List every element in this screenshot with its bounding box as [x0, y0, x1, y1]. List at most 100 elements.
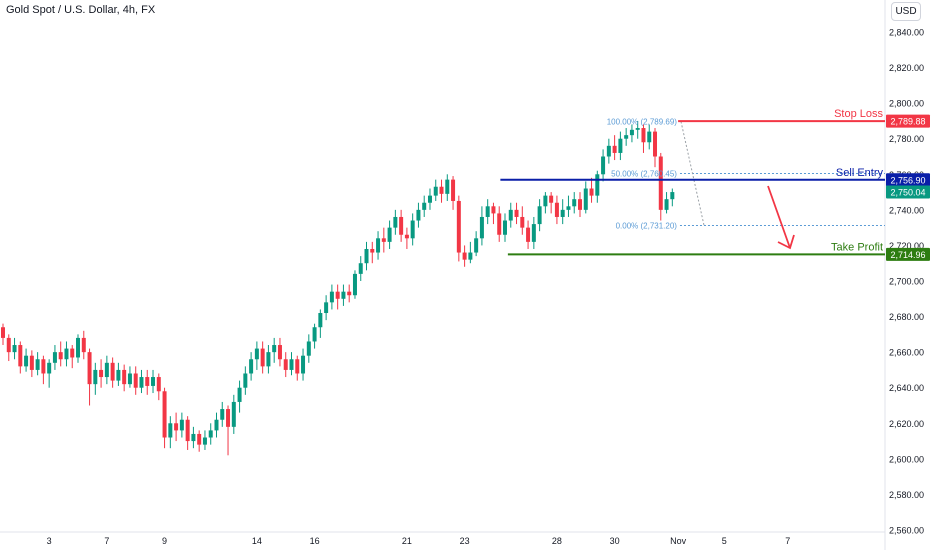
candle-body	[87, 352, 92, 385]
y-tick-label: 2,840.00	[889, 28, 924, 38]
candle-body	[260, 348, 265, 367]
candle-body	[491, 206, 496, 214]
level-name: Take Profit	[831, 241, 883, 253]
candle-body	[647, 131, 652, 143]
candle-body	[485, 206, 490, 217]
candles	[1, 120, 675, 456]
candle-body	[145, 377, 150, 386]
y-tick-label: 2,740.00	[889, 205, 924, 215]
candle-body	[624, 135, 629, 139]
candle-body	[277, 345, 282, 360]
y-tick-label: 2,660.00	[889, 348, 924, 358]
candle-body	[81, 337, 86, 353]
candle-body	[156, 377, 161, 392]
candle-body	[641, 128, 646, 143]
candle-body	[595, 174, 600, 196]
candle-body	[93, 369, 98, 385]
candle-body	[318, 313, 323, 328]
candle-body	[578, 199, 582, 210]
x-tick-label: 5	[722, 536, 727, 546]
candle-body	[606, 145, 611, 157]
candle-body	[231, 401, 236, 427]
chart-title: Gold Spot / U.S. Dollar, 4h, FX	[6, 4, 156, 16]
candle-body	[226, 409, 231, 427]
candle-body	[387, 227, 392, 242]
candle-body	[99, 369, 104, 378]
y-tick-label: 2,780.00	[889, 134, 924, 144]
candle-body	[479, 216, 484, 239]
candle-body	[664, 199, 669, 210]
y-tick-label: 2,640.00	[889, 383, 924, 393]
candle-body	[127, 373, 132, 385]
candle-body	[47, 362, 52, 374]
candle-body	[179, 419, 184, 431]
fib-level-label: 100.00% (2,789.69)	[607, 117, 678, 126]
candle-body	[462, 252, 467, 260]
candle-body	[618, 138, 623, 153]
candle-body	[12, 345, 17, 353]
candle-body	[52, 352, 57, 363]
candle-body	[502, 220, 507, 235]
projection-arrow-head	[777, 234, 795, 250]
level-name: Sell Entry	[836, 167, 884, 179]
x-tick-label: 7	[785, 536, 790, 546]
current-price-label: 2,750.04	[890, 188, 925, 198]
candle-body	[220, 409, 225, 420]
level-price-label: 2,756.90	[890, 175, 925, 185]
candle-body	[70, 348, 75, 358]
candle-body	[497, 213, 502, 235]
candle-body	[520, 216, 525, 228]
candle-body	[341, 291, 346, 299]
candle-body	[295, 359, 300, 374]
candle-body	[514, 209, 519, 217]
level-price-label: 2,789.88	[890, 117, 925, 127]
candle-body	[237, 387, 242, 402]
candle-body	[549, 195, 554, 203]
candle-body	[416, 209, 421, 221]
candle-body	[174, 423, 179, 431]
y-tick-label: 2,700.00	[889, 277, 924, 287]
candle-body	[422, 202, 427, 210]
candle-body	[554, 202, 559, 217]
x-tick-label: 21	[402, 536, 412, 546]
candle-body	[191, 433, 196, 442]
y-tick-label: 2,620.00	[889, 419, 924, 429]
candle-body	[543, 195, 548, 207]
y-tick-label: 2,580.00	[889, 490, 924, 500]
fib-level-label: 0.00% (2,731.20)	[616, 222, 678, 231]
candle-body	[352, 273, 357, 296]
y-tick-label: 2,720.00	[889, 241, 924, 251]
candle-body	[272, 345, 277, 353]
candle-body	[104, 362, 109, 378]
candle-body	[197, 433, 202, 445]
candle-body	[566, 206, 571, 210]
candle-body	[289, 359, 294, 370]
candle-body	[208, 430, 213, 438]
candle-body	[283, 359, 288, 370]
candle-body	[185, 419, 190, 442]
y-tick-label: 2,820.00	[889, 63, 924, 73]
candle-body	[116, 369, 121, 381]
candle-body	[266, 352, 271, 367]
y-tick-label: 2,600.00	[889, 454, 924, 464]
candle-body	[312, 327, 317, 342]
fib-level-label: 50.00% (2,760.45)	[611, 169, 677, 178]
level-price-label: 2,714.96	[890, 250, 925, 260]
candle-body	[635, 128, 640, 130]
candle-body	[629, 129, 634, 136]
candle-body	[376, 238, 381, 253]
candle-body	[612, 145, 617, 153]
projection-arrow	[767, 185, 791, 249]
y-tick-label: 2,560.00	[889, 526, 924, 536]
fib-trend-line	[680, 121, 705, 226]
candle-body	[526, 227, 531, 242]
candle-body	[306, 341, 311, 356]
candle-body	[560, 209, 565, 217]
x-tick-label: 28	[552, 536, 562, 546]
candle-body	[254, 348, 259, 360]
candle-body	[508, 209, 513, 221]
candle-body	[329, 291, 334, 303]
x-tick-label: 7	[104, 536, 109, 546]
currency-button[interactable]: USD	[891, 2, 921, 21]
